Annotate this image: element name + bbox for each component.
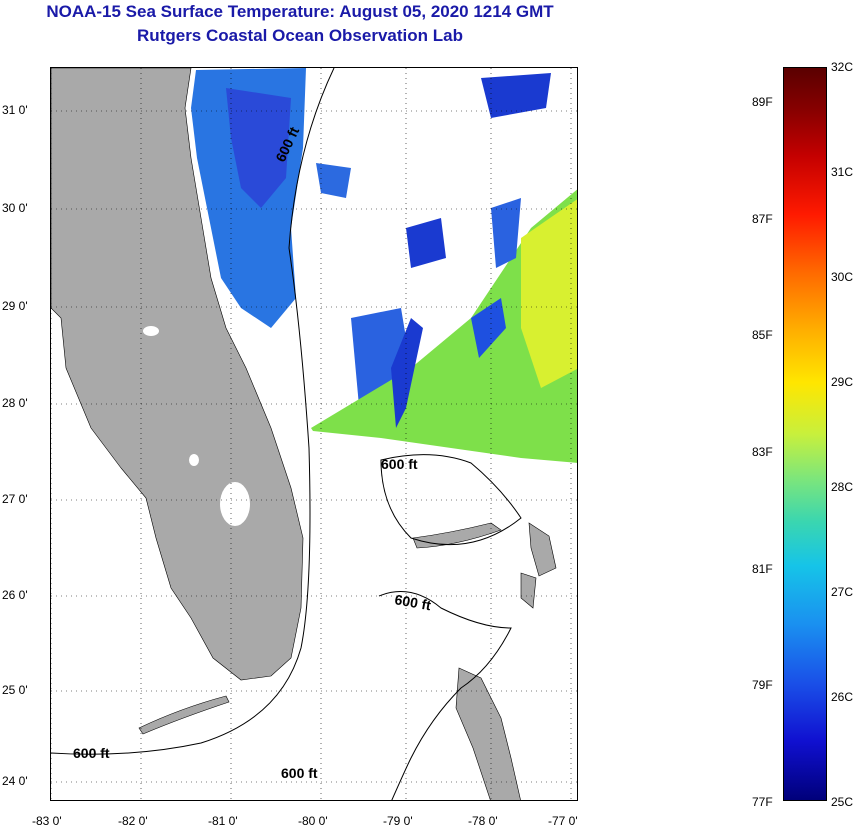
- colorbar-fahrenheit-label: 85F: [752, 328, 773, 342]
- lat-label: 31 0': [2, 103, 28, 117]
- lon-label: -78 0': [468, 814, 498, 828]
- isobath-florida: [51, 68, 335, 755]
- sst-patch: [316, 163, 351, 198]
- colorbar-celsius-label: 30C: [831, 270, 854, 284]
- isobath-bahamas-north: [380, 454, 522, 546]
- map-subtitle: Rutgers Coastal Ocean Observation Lab: [137, 26, 463, 45]
- florida-keys: [138, 695, 230, 735]
- sst-warmer-region: [521, 199, 577, 388]
- isobath-bahamas-south: [378, 591, 512, 800]
- sst-blue-streak: [471, 298, 506, 358]
- sst-warm-region: [311, 189, 577, 463]
- graticule: [51, 68, 577, 800]
- colorbar-celsius-label: 25C: [831, 795, 854, 809]
- lat-label: 29 0': [2, 299, 28, 313]
- lat-label: 28 0': [2, 396, 28, 410]
- florida-land: [51, 68, 304, 681]
- lat-label: 27 0': [2, 492, 28, 506]
- lat-label: 30 0': [2, 201, 28, 215]
- temperature-colorbar: [783, 67, 827, 801]
- colorbar-celsius-label: 26C: [831, 690, 854, 704]
- colorbar-fahrenheit-label: 83F: [752, 445, 773, 459]
- lon-label: -80 0': [298, 814, 328, 828]
- lon-label: -81 0': [208, 814, 238, 828]
- lon-label: -79 0': [383, 814, 413, 828]
- contour-label: 600 ft: [393, 591, 432, 613]
- colorbar-fahrenheit-label: 79F: [752, 678, 773, 692]
- contour-label: 600 ft: [73, 745, 110, 761]
- contour-label: 600 ft: [381, 456, 418, 472]
- map-title: NOAA-15 Sea Surface Temperature: August …: [46, 2, 554, 21]
- colorbar-fahrenheit-label: 87F: [752, 212, 773, 226]
- colorbar-fahrenheit-label: 81F: [752, 562, 773, 576]
- sst-blue-streak: [391, 318, 423, 428]
- colorbar-celsius-label: 31C: [831, 165, 854, 179]
- grand-bahama: [412, 522, 502, 549]
- colorbar-celsius-label: 27C: [831, 585, 854, 599]
- lat-label: 26 0': [2, 588, 28, 602]
- eleuthera-island: [520, 572, 537, 609]
- sst-patch: [481, 73, 551, 118]
- lake-okeechobee: [220, 482, 250, 526]
- lon-label: -83 0': [32, 814, 62, 828]
- sst-cold-core: [226, 88, 291, 208]
- lon-label: -77 0': [548, 814, 578, 828]
- lat-label: 25 0': [2, 683, 28, 697]
- lake: [189, 454, 199, 466]
- colorbar-fahrenheit-label: 77F: [752, 795, 773, 809]
- colorbar-celsius-label: 32C: [831, 60, 854, 74]
- colorbar-celsius-label: 29C: [831, 375, 854, 389]
- sst-blue-streak: [491, 198, 521, 268]
- andros-island: [455, 667, 521, 800]
- lat-label: 24 0': [2, 774, 28, 788]
- colorbar-celsius-label: 28C: [831, 480, 854, 494]
- abaco-island: [528, 522, 557, 577]
- sst-patch: [406, 218, 446, 268]
- contour-label: 600 ft: [281, 765, 318, 781]
- sst-map-canvas: 600 ft 600 ft 600 ft 600 ft 600 ft: [51, 68, 577, 800]
- lake: [143, 326, 159, 336]
- colorbar-fahrenheit-label: 89F: [752, 95, 773, 109]
- sst-map[interactable]: 600 ft 600 ft 600 ft 600 ft 600 ft: [50, 67, 578, 801]
- lon-label: -82 0': [118, 814, 148, 828]
